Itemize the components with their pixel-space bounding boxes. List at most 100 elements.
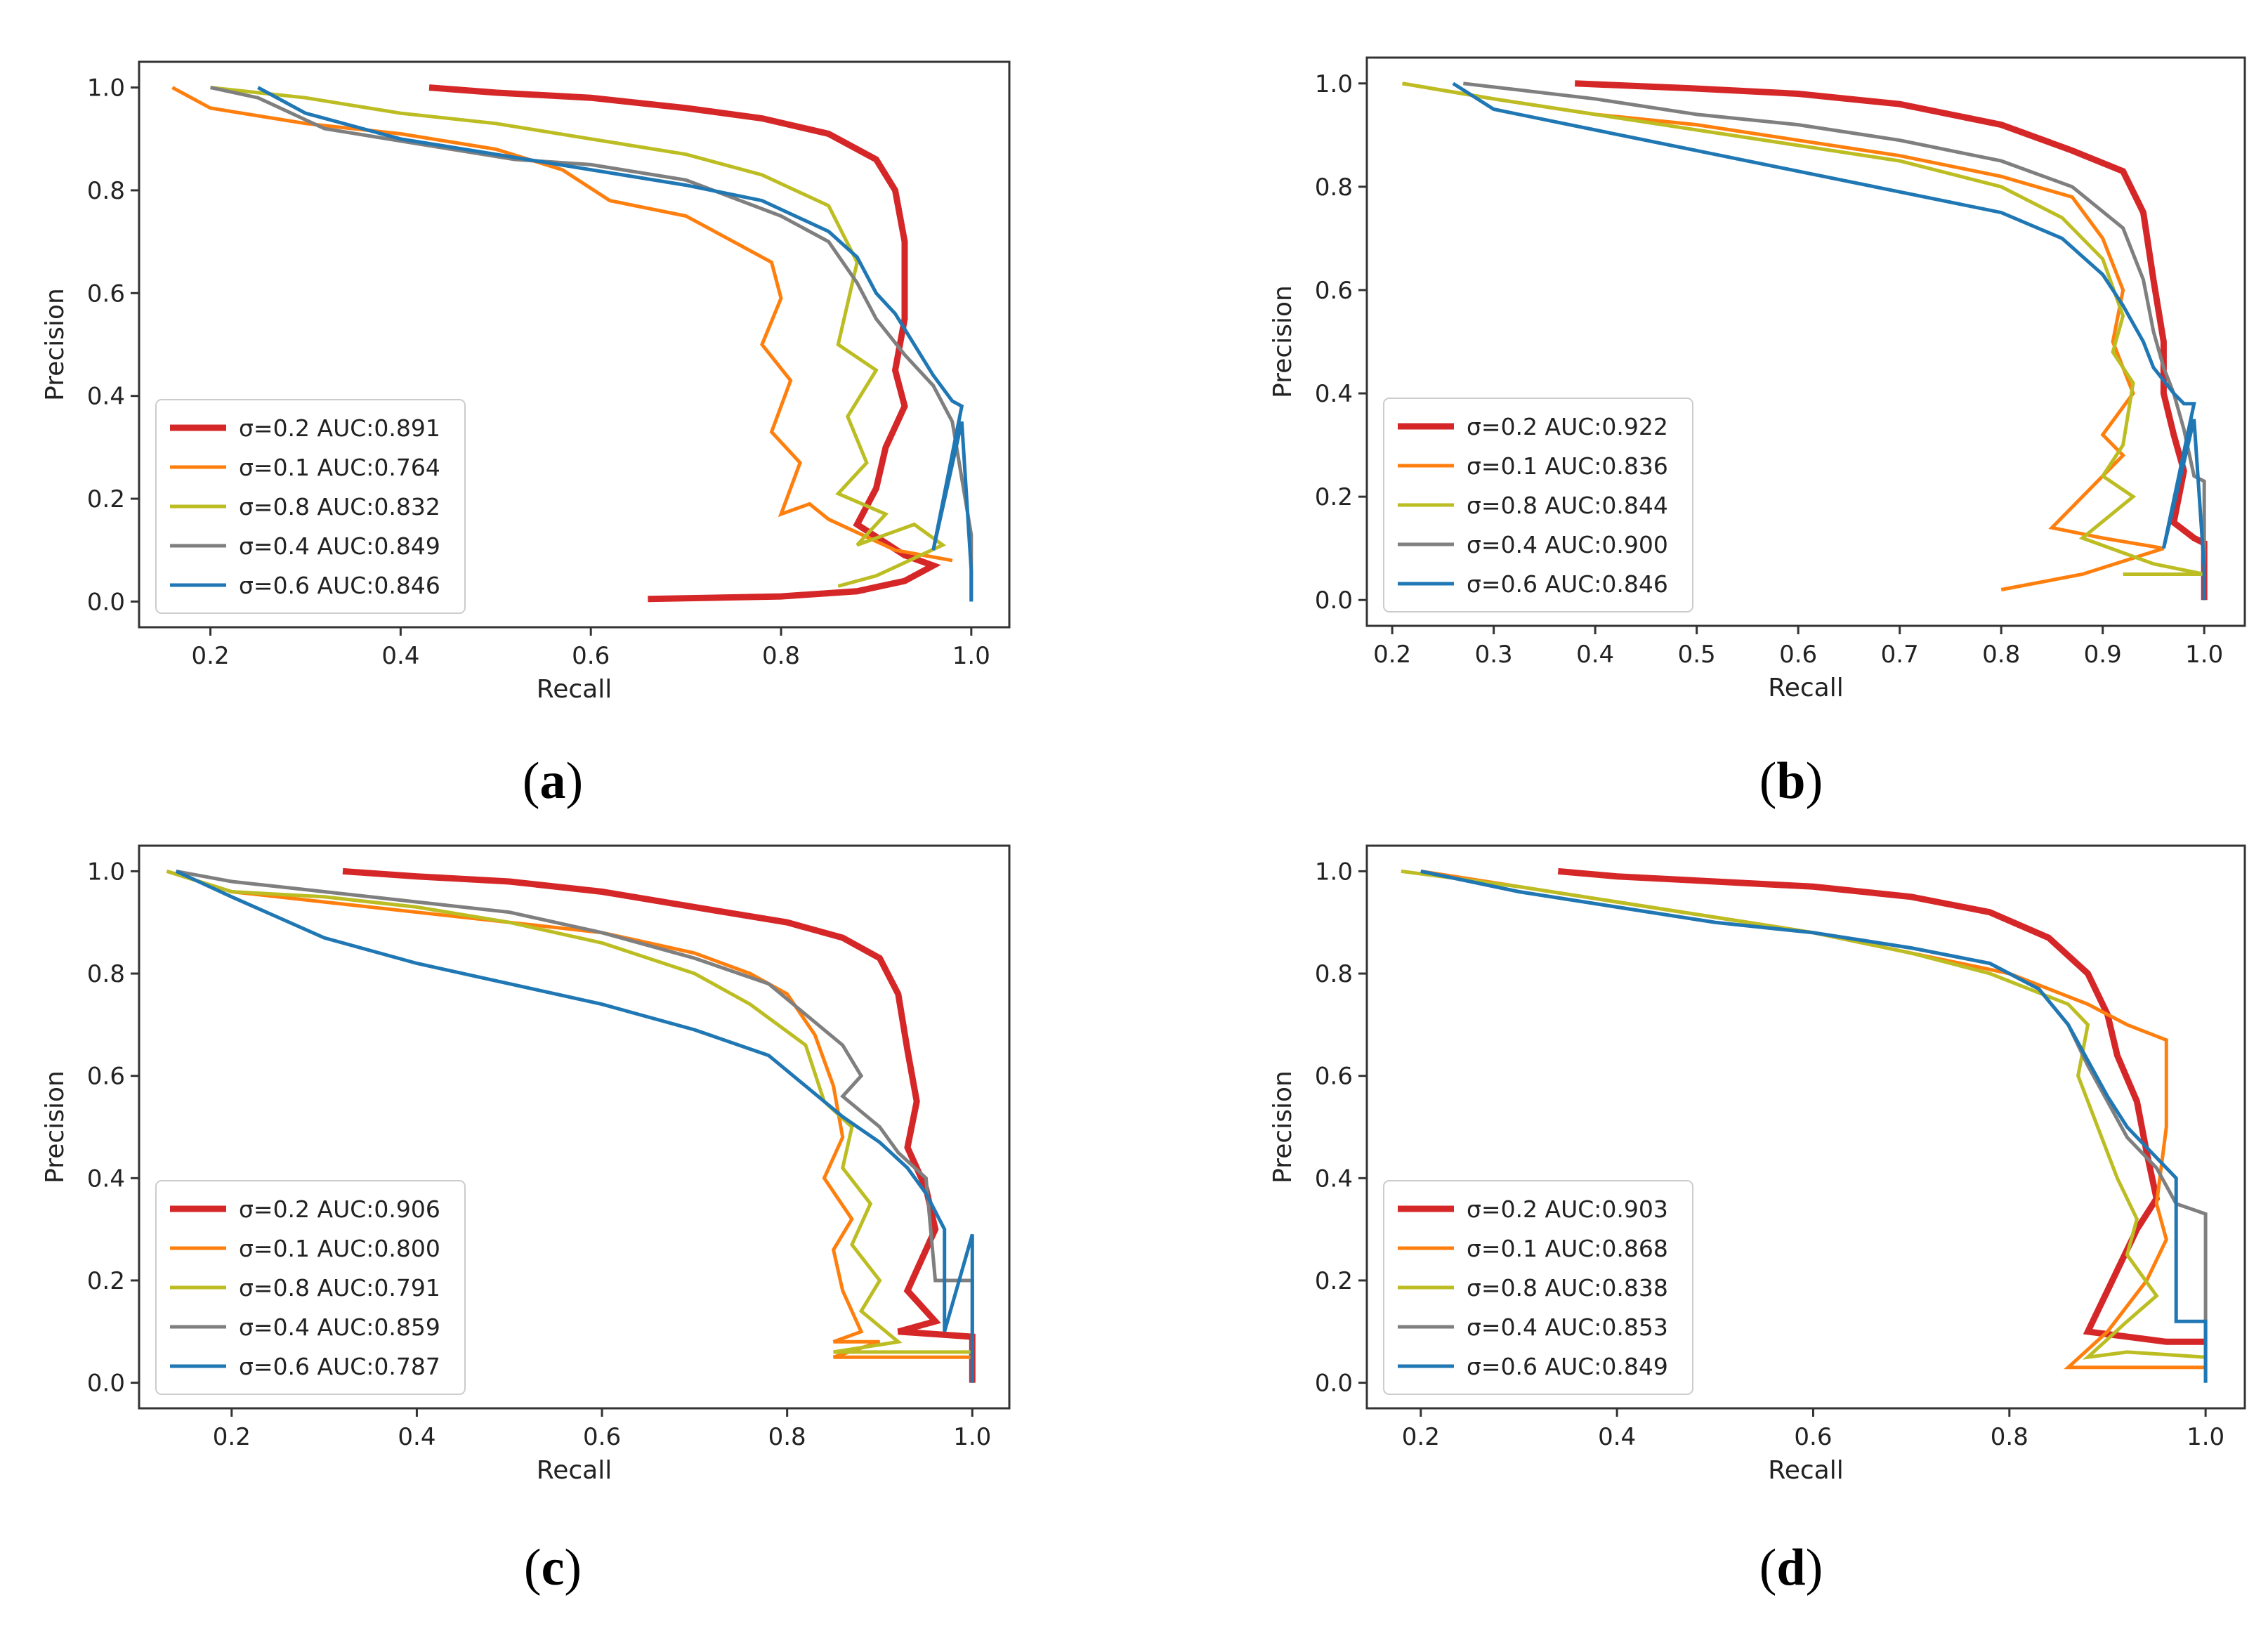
legend-box [1383, 1180, 1693, 1395]
legend: σ=0.2 AUC:0.906 σ=0.1 AUC:0.800 σ=0.8 AUC:… [155, 1180, 466, 1395]
y-tick-label: 0.6 [87, 1063, 125, 1091]
y-tick-label: 0.0 [87, 588, 125, 616]
legend-label-3: σ=0.8 AUC:0.844 [1467, 492, 1668, 519]
legend-label-4: σ=0.4 AUC:0.853 [1467, 1313, 1668, 1341]
x-tick-label: 1.0 [953, 1423, 991, 1451]
series-line-1 [1575, 80, 2208, 601]
caption-c-letter: c [541, 1539, 565, 1597]
series-line-2 [171, 86, 953, 563]
legend-label-4: σ=0.4 AUC:0.900 [1467, 531, 1668, 558]
x-tick-label: 0.6 [572, 642, 610, 670]
legend-label-5: σ=0.6 AUC:0.787 [239, 1353, 440, 1380]
x-axis-label: Recall [1768, 1456, 1843, 1485]
legend-label-5: σ=0.6 AUC:0.846 [239, 572, 440, 599]
y-tick-label: 0.6 [1315, 1063, 1353, 1091]
x-tick-label: 1.0 [952, 642, 990, 670]
x-tick-label: 0.3 [1475, 641, 1513, 669]
legend: σ=0.2 AUC:0.922 σ=0.1 AUC:0.836 σ=0.8 AUC:… [1383, 398, 1693, 612]
x-tick-label: 0.2 [213, 1423, 251, 1451]
series-line-3 [210, 86, 947, 588]
chart-panel-c: 0.2 0.4 0.6 0.8 1.0 0.0 0.2 0.4 0.6 0.8 1.0 Recall P… [0, 819, 1134, 1557]
legend: σ=0.2 AUC:0.891 σ=0.1 AUC:0.764 σ=0.8 AUC:… [155, 399, 466, 614]
legend-label-5: σ=0.6 AUC:0.846 [1467, 570, 1668, 598]
y-axis-label: Precision [41, 1070, 70, 1184]
legend-label-1: σ=0.2 AUC:0.922 [1467, 413, 1668, 440]
legend-label-1: σ=0.2 AUC:0.891 [239, 414, 440, 442]
axes-frame [138, 844, 1011, 1410]
chart-d: 0.2 0.4 0.6 0.8 1.0 0.0 0.2 0.4 0.6 0.8 1.0 Recall P… [1269, 844, 2246, 1485]
y-tick-label: 0.4 [87, 1165, 125, 1193]
axes-frame [138, 60, 1011, 629]
series-line-5 [1452, 81, 2206, 601]
series-group [1401, 867, 2208, 1383]
series-group [166, 867, 976, 1383]
legend-label-2: σ=0.1 AUC:0.836 [1467, 452, 1668, 480]
y-tick-label: 0.0 [87, 1370, 125, 1398]
y-tick-label: 0.0 [1315, 1370, 1353, 1398]
y-tick-label: 0.8 [87, 177, 125, 205]
x-tick-label: 1.0 [2187, 1423, 2224, 1451]
series-line-2 [1402, 81, 2165, 591]
series-line-4 [1463, 81, 2206, 601]
series-line-1 [1557, 867, 2206, 1345]
x-tick-label: 0.4 [1576, 641, 1614, 669]
caption-a: (a) [522, 752, 584, 810]
y-tick-label: 0.8 [87, 960, 125, 988]
x-tick-label: 0.6 [1794, 1423, 1832, 1451]
x-axis-label: Recall [537, 1456, 612, 1485]
chart-c: 0.2 0.4 0.6 0.8 1.0 0.0 0.2 0.4 0.6 0.8 1.0 Recall P… [41, 844, 1011, 1485]
legend-label-3: σ=0.8 AUC:0.838 [1467, 1274, 1668, 1302]
caption-b-letter: b [1776, 752, 1806, 810]
series-line-5 [257, 86, 974, 602]
chart-panel-d: 0.2 0.4 0.6 0.8 1.0 0.0 0.2 0.4 0.6 0.8 1.0 Recall P… [1134, 819, 2268, 1557]
series-group [1402, 80, 2208, 601]
legend-box [155, 399, 466, 614]
legend-label-1: σ=0.2 AUC:0.903 [1467, 1195, 1668, 1223]
series-line-3 [1402, 81, 2205, 576]
series-line-2 [166, 870, 973, 1359]
y-tick-label: 0.4 [1315, 380, 1353, 408]
x-tick-label: 0.4 [398, 1423, 435, 1451]
chart-b: 0.2 0.3 0.4 0.5 0.6 0.7 0.8 0.9 1.0 0.0 0.2 0.4 0.6 0… [1269, 56, 2246, 702]
y-tick-label: 0.2 [87, 485, 125, 513]
x-tick-label: 0.7 [1881, 641, 1919, 669]
series-line-4 [210, 86, 974, 602]
y-tick-label: 0.2 [87, 1267, 125, 1295]
legend-label-4: σ=0.4 AUC:0.849 [239, 532, 440, 560]
x-tick-label: 0.5 [1678, 641, 1716, 669]
axes-frame [1365, 844, 2246, 1410]
x-tick-label: 0.8 [762, 642, 800, 670]
x-axis-label: Recall [1768, 674, 1843, 702]
y-tick-label: 0.6 [1315, 277, 1353, 305]
legend-label-3: σ=0.8 AUC:0.832 [239, 493, 440, 520]
x-axis-label: Recall [537, 675, 612, 704]
x-tick-label: 0.8 [1982, 641, 2020, 669]
caption-c: (c) [523, 1539, 582, 1597]
series-line-5 [175, 870, 974, 1383]
chart-panel-a: 0.2 0.4 0.6 0.8 1.0 0.0 0.2 0.4 0.6 0.8 1.0 Recall P… [0, 0, 1134, 738]
y-tick-label: 0.4 [1315, 1165, 1353, 1193]
caption-b: (b) [1759, 752, 1823, 810]
y-axis-label: Precision [1269, 1070, 1297, 1184]
caption-d-letter: d [1776, 1539, 1806, 1597]
series-line-1 [428, 84, 941, 603]
legend-box [155, 1180, 466, 1395]
x-tick-label: 0.4 [1598, 1423, 1636, 1451]
chart-a: 0.2 0.4 0.6 0.8 1.0 0.0 0.2 0.4 0.6 0.8 1.0 Recall P… [41, 60, 1011, 704]
y-tick-label: 1.0 [1315, 70, 1353, 98]
x-tick-label: 0.9 [2084, 641, 2122, 669]
series-line-1 [342, 867, 976, 1383]
caption-a-letter: a [539, 752, 566, 810]
legend-label-5: σ=0.6 AUC:0.849 [1467, 1353, 1668, 1380]
y-tick-label: 0.0 [1315, 587, 1353, 615]
y-tick-label: 1.0 [1315, 858, 1353, 886]
x-tick-label: 0.8 [1991, 1423, 2028, 1451]
y-tick-label: 0.2 [1315, 483, 1353, 511]
caption-d: (d) [1759, 1539, 1823, 1597]
legend-label-2: σ=0.1 AUC:0.764 [239, 454, 440, 481]
legend-label-1: σ=0.2 AUC:0.906 [239, 1195, 440, 1223]
x-tick-label: 0.6 [583, 1423, 621, 1451]
legend-label-2: σ=0.1 AUC:0.868 [1467, 1235, 1668, 1262]
y-tick-label: 0.8 [1315, 173, 1353, 202]
legend-label-3: σ=0.8 AUC:0.791 [239, 1274, 440, 1302]
